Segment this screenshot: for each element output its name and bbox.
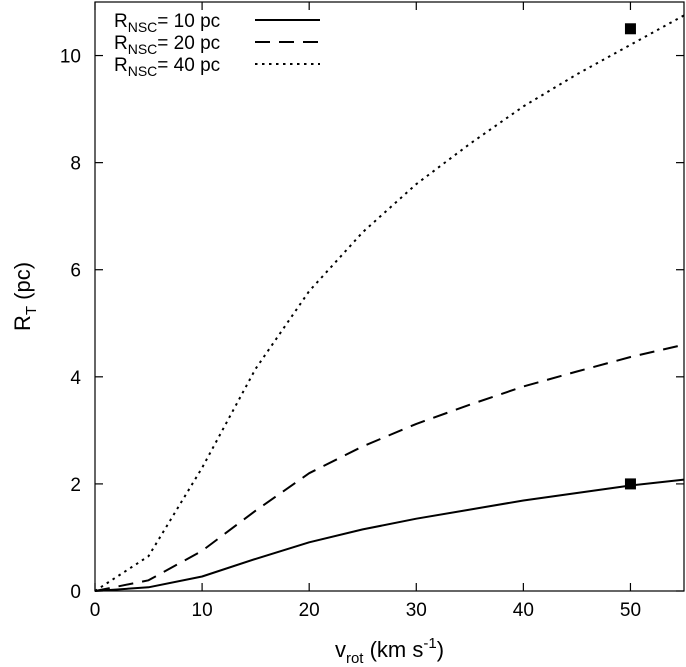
legend-label: RNSC= 40 pc — [114, 55, 220, 79]
plot-area-border — [94, 1, 685, 592]
series-line-3 — [94, 14, 685, 592]
y-tick-label: 8 — [70, 154, 81, 175]
x-tick-label: 30 — [406, 600, 427, 621]
data-marker-square-2 — [624, 478, 636, 490]
y-tick-label: 6 — [70, 261, 81, 282]
axis-labels: vrot (km s-1) RT (pc) — [10, 262, 444, 667]
series-lines — [94, 14, 685, 592]
x-tick-label: 40 — [513, 600, 534, 621]
y-tick-label: 0 — [70, 582, 81, 603]
y-tick-label: 4 — [70, 368, 81, 389]
axis-ticks: 0 10 20 30 40 50 0 2 4 6 8 10 — [60, 2, 684, 621]
x-tick-label: 0 — [90, 600, 101, 621]
y-axis-label: RT (pc) — [10, 262, 40, 331]
x-axis-label: vrot (km s-1) — [335, 635, 444, 667]
x-tick-label: 20 — [299, 600, 320, 621]
data-markers — [624, 23, 636, 490]
series-line-2 — [94, 343, 685, 592]
data-marker-square-1 — [624, 23, 636, 35]
legend-entry-2: RNSC= 20 pc — [114, 33, 320, 57]
series-line-1 — [94, 478, 685, 592]
plot-frame — [94, 1, 685, 592]
legend-entry-1: RNSC= 10 pc — [114, 11, 320, 35]
legend-label: RNSC= 10 pc — [114, 11, 220, 35]
legend-entry-3: RNSC= 40 pc — [114, 55, 320, 79]
legend-label: RNSC= 20 pc — [114, 33, 220, 57]
y-tick-label: 10 — [60, 47, 81, 68]
y-tick-label: 2 — [70, 475, 81, 496]
x-tick-label: 10 — [192, 600, 213, 621]
x-tick-label: 50 — [620, 600, 641, 621]
